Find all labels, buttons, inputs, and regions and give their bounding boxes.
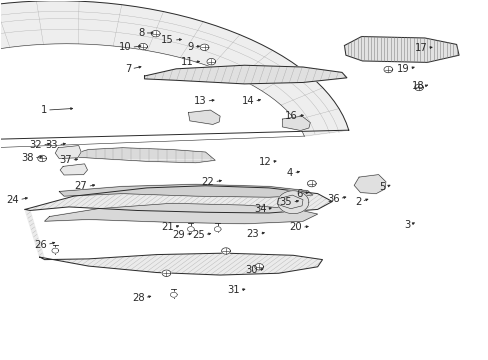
Circle shape	[139, 43, 147, 50]
Text: 26: 26	[34, 239, 47, 249]
Polygon shape	[188, 110, 220, 125]
Circle shape	[151, 31, 160, 37]
Text: 5: 5	[379, 182, 385, 192]
Circle shape	[383, 66, 392, 73]
Text: 33: 33	[46, 140, 58, 150]
Polygon shape	[44, 203, 317, 224]
Text: 23: 23	[246, 229, 259, 239]
Text: 24: 24	[6, 195, 19, 205]
Polygon shape	[25, 186, 331, 275]
Text: 11: 11	[180, 57, 193, 67]
Text: 29: 29	[172, 230, 184, 239]
Text: 2: 2	[354, 197, 361, 207]
Text: 20: 20	[289, 222, 302, 232]
Polygon shape	[344, 37, 458, 62]
Text: 3: 3	[403, 220, 409, 230]
Text: 8: 8	[138, 28, 144, 38]
Polygon shape	[59, 184, 312, 197]
Circle shape	[277, 191, 308, 214]
Text: 35: 35	[279, 197, 292, 207]
Text: 21: 21	[161, 222, 173, 232]
Polygon shape	[144, 65, 346, 84]
Circle shape	[170, 292, 177, 297]
Text: 31: 31	[226, 285, 239, 296]
Text: 25: 25	[191, 230, 204, 239]
Text: 36: 36	[326, 194, 339, 204]
Text: 37: 37	[59, 155, 71, 165]
Text: 10: 10	[119, 42, 131, 52]
Text: 28: 28	[132, 293, 144, 303]
Text: 7: 7	[125, 64, 131, 74]
Text: 4: 4	[286, 168, 293, 178]
Text: 19: 19	[396, 64, 408, 74]
Polygon shape	[277, 195, 303, 209]
Circle shape	[307, 180, 316, 187]
Text: 27: 27	[75, 181, 87, 192]
Circle shape	[254, 264, 263, 270]
Circle shape	[200, 44, 208, 50]
Circle shape	[162, 270, 170, 276]
Circle shape	[38, 155, 46, 162]
Text: 18: 18	[411, 81, 424, 91]
Text: 16: 16	[284, 111, 297, 121]
Polygon shape	[69, 148, 215, 163]
Polygon shape	[55, 145, 81, 158]
Text: 38: 38	[21, 153, 34, 163]
Text: 34: 34	[253, 204, 266, 215]
Text: 12: 12	[258, 157, 271, 167]
Polygon shape	[0, 1, 348, 152]
Circle shape	[414, 84, 423, 91]
Circle shape	[187, 226, 194, 231]
Text: 1: 1	[41, 105, 47, 115]
Text: 17: 17	[414, 43, 427, 53]
Circle shape	[206, 58, 215, 65]
Circle shape	[52, 248, 59, 253]
Text: 22: 22	[201, 177, 214, 187]
Text: 30: 30	[245, 265, 258, 275]
Text: 15: 15	[161, 35, 173, 45]
Text: 14: 14	[241, 96, 254, 106]
Polygon shape	[60, 164, 87, 175]
Circle shape	[221, 248, 230, 254]
Text: 9: 9	[186, 42, 193, 52]
Text: 13: 13	[193, 96, 206, 106]
Text: 32: 32	[29, 140, 42, 150]
Polygon shape	[282, 116, 310, 131]
Circle shape	[214, 226, 221, 231]
Text: 6: 6	[296, 189, 303, 199]
Polygon shape	[353, 175, 385, 194]
